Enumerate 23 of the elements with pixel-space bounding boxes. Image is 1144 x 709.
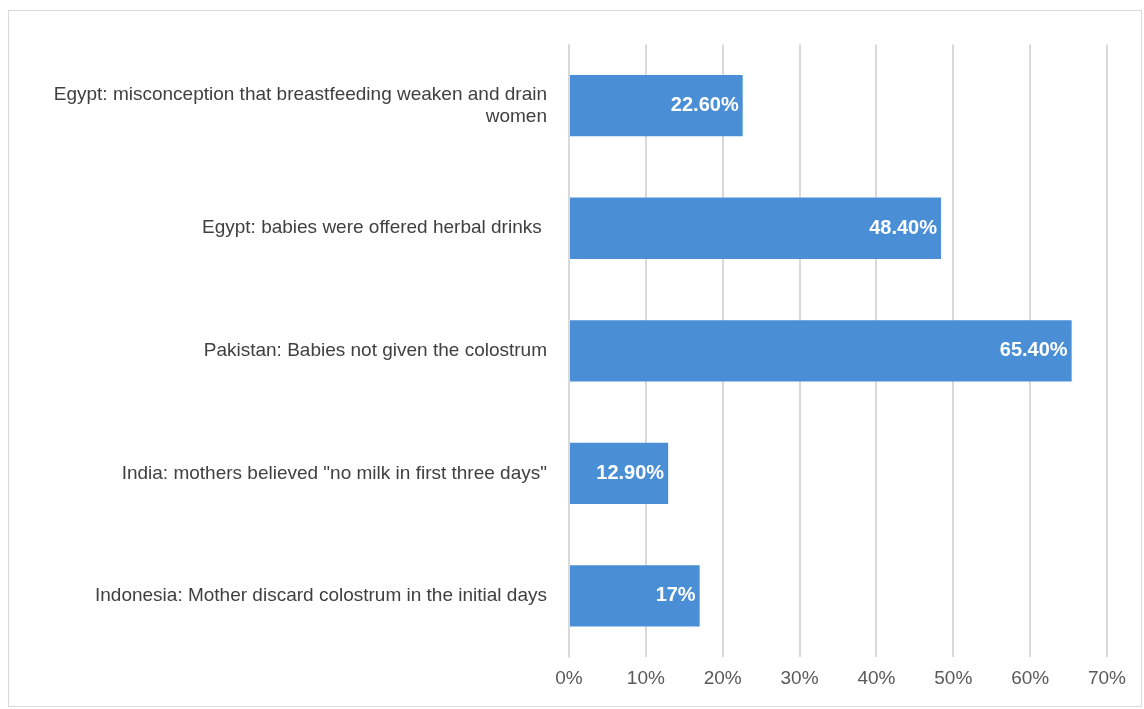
bar [570, 197, 941, 259]
y-tick-label: India: mothers believed "no milk in first three days" [121, 461, 547, 483]
y-tick-label: Indonesia: Mother discard colostrum in the initial days [94, 584, 547, 606]
x-tick-label: 50% [934, 666, 973, 688]
data-label: 65.40% [999, 338, 1068, 361]
y-tick-label: Egypt: babies were offered herbal drinks [201, 216, 547, 238]
data-label: 48.40% [869, 215, 938, 238]
x-tick-label: 0% [555, 666, 583, 688]
x-tick-label: 20% [703, 666, 742, 688]
bar [570, 320, 1072, 382]
y-tick-label: Egypt: misconception that breastfeeding weaken and drain women [53, 82, 547, 127]
x-tick-label: 30% [780, 666, 819, 688]
bar [570, 565, 700, 627]
x-tick-label: 70% [1087, 666, 1127, 688]
data-label: 17% [655, 583, 696, 606]
bar [570, 75, 743, 137]
y-tick-label: Pakistan: Babies not given the colostrum [203, 339, 547, 361]
data-label: 12.90% [596, 460, 665, 483]
x-tick-label: 10% [626, 666, 665, 688]
x-tick-label: 40% [857, 666, 896, 688]
bar [570, 442, 669, 504]
data-label: 22.60% [670, 93, 739, 116]
x-tick-label: 60% [1011, 666, 1050, 688]
